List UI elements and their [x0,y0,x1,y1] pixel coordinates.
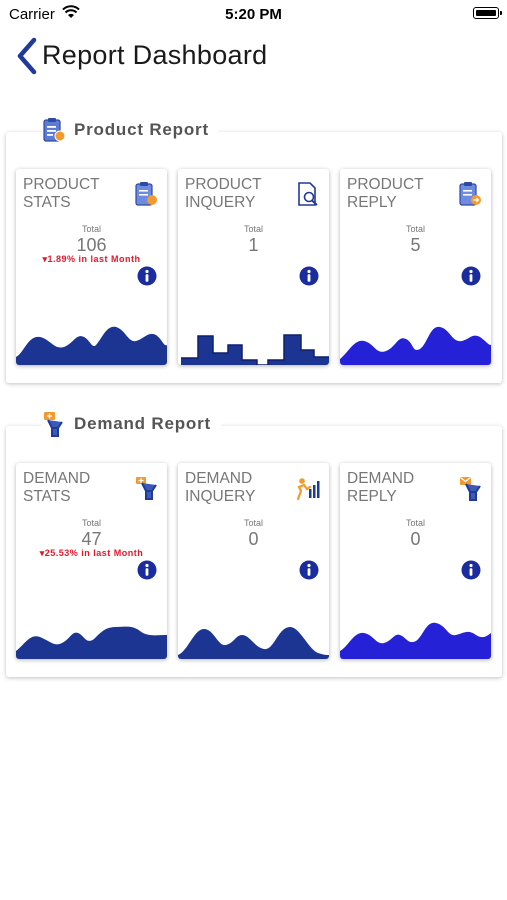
info-icon[interactable] [299,266,319,286]
person-stats-sign-icon [136,477,157,500]
nav-bar: Report Dashboard [0,30,507,80]
total-value: 47 [81,529,102,549]
section-header: Product Report [42,114,219,146]
trend-down-indicator: ▾25.53% in last Month [39,548,144,558]
info-icon[interactable] [137,560,157,580]
page-title: Report Dashboard [42,40,268,70]
total-label: Total [405,224,425,234]
info-icon[interactable] [299,560,319,580]
bar-sparkline-chart [181,334,329,365]
product-reply-card[interactable]: PRODUCT REPLY Total 5 [340,169,491,365]
card-title: DEMAND STATS [23,470,91,505]
clipboard-stats-icon [135,182,157,206]
demand-stats-card[interactable]: DEMAND STATS Total 47 ▾25.53% in last Mon… [16,463,167,659]
sparkline-chart [16,626,167,659]
card-title: PRODUCT INQUERY [185,176,262,211]
person-mail-icon [460,477,481,501]
total-label: Total [243,224,263,234]
total-label: Total [81,518,101,528]
total-label: Total [405,518,425,528]
status-bar: Carrier 5:20 PM [0,0,507,28]
total-value: 0 [248,529,259,549]
card-title: PRODUCT STATS [23,176,100,211]
card-title: DEMAND INQUERY [185,470,256,505]
product-report-section: Product Report PRODUCT STATS Total 106 ▾1… [6,114,502,383]
demand-reply-card[interactable]: DEMAND REPLY Total 0 [340,463,491,659]
card-title: DEMAND REPLY [347,470,415,505]
carrier-label: Carrier [9,6,55,23]
total-label: Total [243,518,263,528]
section-title: Product Report [74,120,209,139]
product-inquery-card[interactable]: PRODUCT INQUERY Total 1 [178,169,329,365]
sparkline-chart [178,627,329,659]
total-value: 0 [410,529,421,549]
total-value: 5 [410,235,421,255]
person-sign-icon [44,412,63,437]
product-stats-card[interactable]: PRODUCT STATS Total 106 ▾1.89% in last Mo… [16,169,167,365]
section-title: Demand Report [74,414,211,433]
total-value: 1 [248,235,259,255]
info-icon[interactable] [461,560,481,580]
info-icon[interactable] [137,266,157,286]
demand-report-section: Demand Report DEMAND STATS Total 47 ▾25.5… [6,408,502,677]
demand-inquery-card[interactable]: DEMAND INQUERY Total 0 [178,463,329,659]
battery-icon [473,7,502,19]
sparkline-chart [340,622,491,659]
back-chevron-icon[interactable] [14,36,42,76]
info-icon[interactable] [461,266,481,286]
clock: 5:20 PM [225,6,282,23]
report-clipboard-icon [43,118,66,142]
clipboard-reply-icon [459,182,481,206]
section-header: Demand Report [42,408,221,440]
sparkline-chart [16,326,167,365]
wifi-icon [62,5,80,18]
document-search-icon [298,182,318,206]
card-title: PRODUCT REPLY [347,176,424,211]
total-label: Total [81,224,101,234]
total-value: 106 [76,235,107,255]
person-chart-icon [296,478,320,501]
sparkline-chart [340,326,491,365]
trend-down-indicator: ▾1.89% in last Month [42,254,141,264]
